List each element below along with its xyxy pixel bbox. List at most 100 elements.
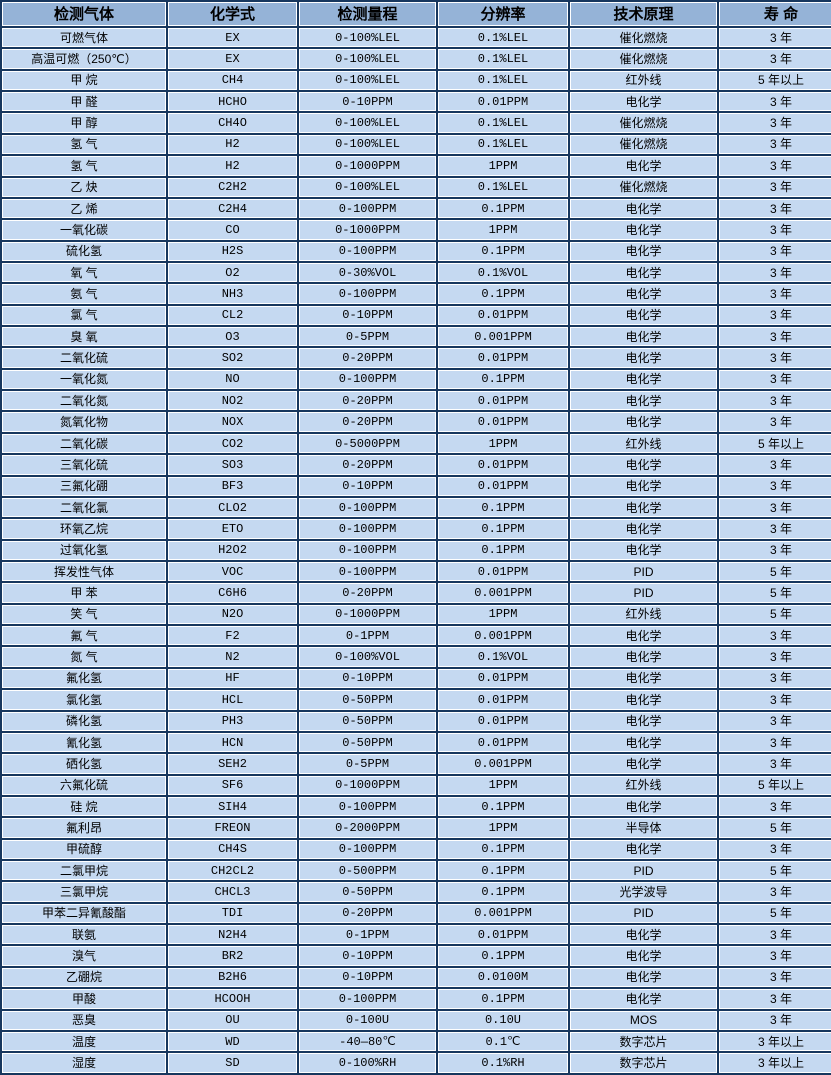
cell-principle: 催化燃烧 [570,177,717,197]
cell-gas: 二氧化氯 [2,497,166,518]
cell-principle: 红外线 [570,433,717,454]
cell-principle: 电化学 [570,327,717,347]
column-header-lifespan: 寿 命 [719,2,831,26]
cell-resolution: 0.01PPM [438,348,568,368]
table-row: 甲 烷 CH4 0-100%LEL 0.1%LEL 红外线 5 年以上 [2,70,831,91]
cell-lifespan: 3 年 [719,241,831,261]
cell-resolution: 0.1PPM [438,519,568,539]
cell-range: 0-1000PPM [299,156,436,176]
cell-formula: N2 [168,647,297,667]
cell-lifespan: 3 年 [719,49,831,69]
cell-range: 0-2000PPM [299,818,436,838]
cell-gas: 甲 苯 [2,583,166,603]
cell-resolution: 0.01PPM [438,412,568,432]
cell-range: 0-1000PPM [299,775,436,795]
cell-lifespan: 5 年 [719,903,831,924]
table-row: 硫化氢 H2S 0-100PPM 0.1PPM 电化学 3 年 [2,241,831,261]
cell-range: 0-20PPM [299,583,436,603]
cell-lifespan: 3 年 [719,198,831,219]
cell-formula: NO2 [168,391,297,411]
cell-principle: 电化学 [570,668,717,689]
table-row: 氢 气 H2 0-100%LEL 0.1%LEL 催化燃烧 3 年 [2,134,831,155]
cell-lifespan: 3 年 [719,134,831,155]
cell-range: 0-5PPM [299,754,436,774]
cell-range: -40—80℃ [299,1031,436,1052]
table-row: 甲酸 HCOOH 0-100PPM 0.1PPM 电化学 3 年 [2,989,831,1009]
cell-resolution: 0.1PPM [438,882,568,902]
cell-gas: 氯 气 [2,305,166,326]
cell-principle: 电化学 [570,369,717,390]
cell-gas: 二氯甲烷 [2,861,166,881]
cell-lifespan: 5 年 [719,561,831,582]
header-row: 检测气体 化学式 检测量程 分辨率 技术原理 寿 命 [2,2,831,26]
cell-gas: 氟化氢 [2,668,166,689]
cell-range: 0-20PPM [299,903,436,924]
table-row: 甲 苯 C6H6 0-20PPM 0.001PPM PID 5 年 [2,583,831,603]
cell-resolution: 0.1%LEL [438,113,568,133]
cell-gas: 乙 烯 [2,198,166,219]
table-row: 六氟化硫 SF6 0-1000PPM 1PPM 红外线 5 年以上 [2,775,831,795]
cell-resolution: 0.1PPM [438,198,568,219]
table-row: 氟 气 F2 0-1PPM 0.001PPM 电化学 3 年 [2,626,831,646]
table-row: 甲苯二异氰酸酯 TDI 0-20PPM 0.001PPM PID 5 年 [2,903,831,924]
cell-lifespan: 3 年 [719,220,831,240]
cell-gas: 氨 气 [2,284,166,304]
table-row: 三氯甲烷 CHCL3 0-50PPM 0.1PPM 光学波导 3 年 [2,882,831,902]
cell-range: 0-50PPM [299,711,436,731]
table-row: 二氧化氮 NO2 0-20PPM 0.01PPM 电化学 3 年 [2,391,831,411]
cell-range: 0-100%RH [299,1053,436,1073]
cell-principle: 电化学 [570,284,717,304]
cell-principle: 催化燃烧 [570,49,717,69]
cell-lifespan: 3 年 [719,668,831,689]
cell-resolution: 0.1PPM [438,369,568,390]
column-header-formula: 化学式 [168,2,297,26]
cell-principle: 电化学 [570,540,717,560]
cell-gas: 氟利昂 [2,818,166,838]
cell-formula: N2O [168,604,297,625]
cell-principle: PID [570,903,717,924]
cell-gas: 高温可燃（250℃） [2,49,166,69]
cell-gas: 甲酸 [2,989,166,1009]
table-row: 甲硫醇 CH4S 0-100PPM 0.1PPM 电化学 3 年 [2,839,831,860]
cell-range: 0-50PPM [299,882,436,902]
table-row: 湿度 SD 0-100%RH 0.1%RH 数字芯片 3 年以上 [2,1053,831,1073]
cell-lifespan: 3 年 [719,92,831,112]
cell-gas: 氮 气 [2,647,166,667]
cell-principle: 电化学 [570,476,717,496]
cell-formula: WD [168,1031,297,1052]
cell-gas: 甲 烷 [2,70,166,91]
cell-lifespan: 3 年以上 [719,1031,831,1052]
cell-resolution: 0.10U [438,1010,568,1030]
cell-range: 0-20PPM [299,348,436,368]
cell-resolution: 0.1PPM [438,540,568,560]
cell-lifespan: 3 年 [719,497,831,518]
cell-resolution: 0.1℃ [438,1031,568,1052]
cell-principle: 红外线 [570,70,717,91]
table-row: 氯化氢 HCL 0-50PPM 0.01PPM 电化学 3 年 [2,690,831,710]
cell-lifespan: 5 年 [719,583,831,603]
cell-lifespan: 3 年 [719,925,831,945]
cell-gas: 氢 气 [2,156,166,176]
table-row: 氧 气 O2 0-30%VOL 0.1%VOL 电化学 3 年 [2,262,831,283]
cell-formula: CHCL3 [168,882,297,902]
cell-formula: CH4O [168,113,297,133]
table-body: 可燃气体 EX 0-100%LEL 0.1%LEL 催化燃烧 3 年高温可燃（250℃） E… [2,28,831,1073]
cell-gas: 恶臭 [2,1010,166,1030]
cell-gas: 二氧化碳 [2,433,166,454]
cell-range: 0-100PPM [299,839,436,860]
cell-formula: VOC [168,561,297,582]
cell-formula: NO [168,369,297,390]
cell-principle: 电化学 [570,412,717,432]
cell-principle: 电化学 [570,967,717,988]
table-row: 硅 烷 SIH4 0-100PPM 0.1PPM 电化学 3 年 [2,796,831,817]
cell-formula: H2O2 [168,540,297,560]
cell-gas: 六氟化硫 [2,775,166,795]
cell-formula: O2 [168,262,297,283]
cell-formula: SO3 [168,455,297,475]
cell-resolution: 0.001PPM [438,583,568,603]
cell-formula: HCHO [168,92,297,112]
cell-resolution: 0.1%LEL [438,70,568,91]
cell-resolution: 1PPM [438,818,568,838]
